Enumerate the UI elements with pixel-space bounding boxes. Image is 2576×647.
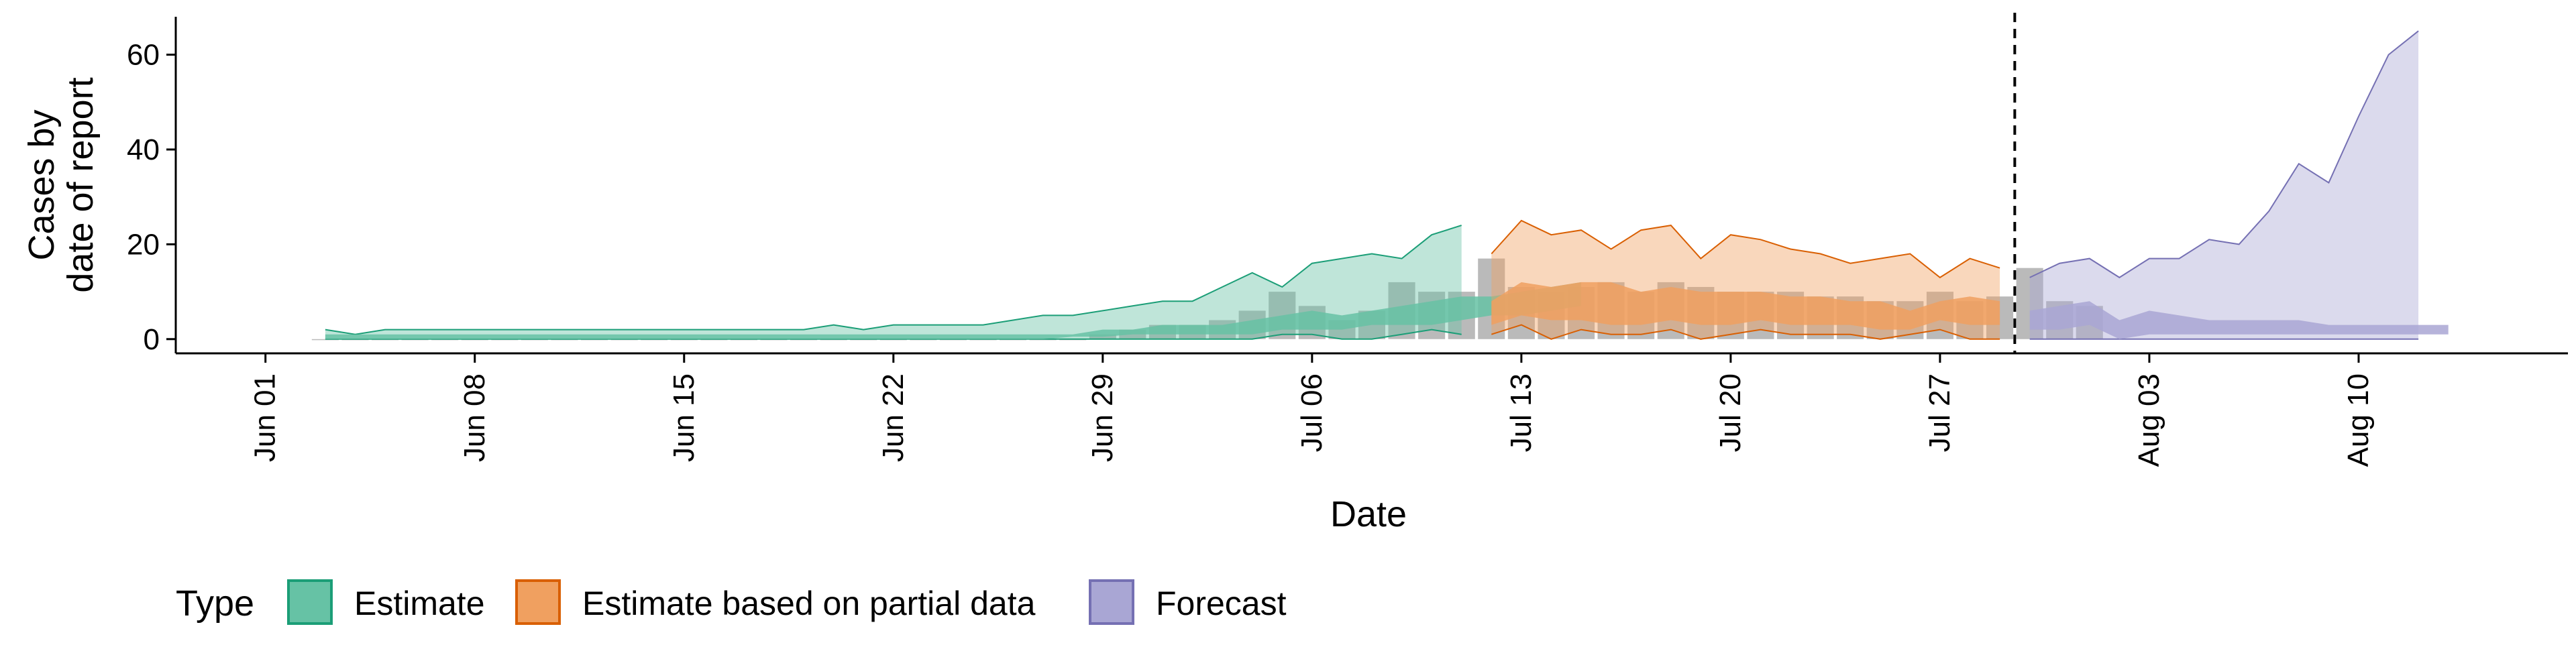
ribbons xyxy=(325,30,2449,340)
x-axis-title: Date xyxy=(1330,494,1407,534)
y-axis-title-line: Cases by xyxy=(21,109,62,260)
x-tick-label: Jun 29 xyxy=(1086,373,1119,462)
x-tick-label: Jul 27 xyxy=(1923,373,1956,452)
x-tick-label: Jun 15 xyxy=(667,373,700,462)
legend-swatch-estimate-based-on-partial-data xyxy=(515,579,561,625)
y-tick-label: 20 xyxy=(127,228,160,261)
legend-title: Type xyxy=(176,583,254,624)
estimate-based-on-partial-data-50-band xyxy=(1491,282,2000,330)
legend-swatch-forecast xyxy=(1089,579,1134,625)
x-tick-label: Jul 20 xyxy=(1714,373,1747,452)
estimate-90-band xyxy=(325,225,1462,339)
legend-label-estimate: Estimate xyxy=(354,585,485,622)
x-tick-label: Jul 13 xyxy=(1505,373,1538,452)
y-axis-title: Cases bydate of report xyxy=(21,77,101,292)
x-tick-label: Aug 10 xyxy=(2342,373,2375,467)
forecast-50-band xyxy=(2029,301,2449,339)
legend-swatch-estimate xyxy=(287,579,333,625)
estimate-based-on-partial-data-90-upper-line xyxy=(1491,219,2000,279)
x-tick-label: Jun 08 xyxy=(458,373,491,462)
x-tick-label: Jun 22 xyxy=(877,373,910,462)
x-tick-label: Aug 03 xyxy=(2133,373,2165,467)
estimate-50-band xyxy=(325,282,1581,339)
estimate-based-on-partial-data-90-lower-line xyxy=(1491,324,2000,340)
y-axis-title-line: date of report xyxy=(60,77,101,292)
y-tick-label: 40 xyxy=(127,133,160,166)
y-tick-label: 0 xyxy=(144,323,160,356)
x-tick-label: Jul 06 xyxy=(1295,373,1328,452)
reported-cases-bar xyxy=(311,339,339,341)
y-tick-label: 60 xyxy=(127,39,160,72)
forecast-90-band xyxy=(2029,31,2419,339)
legend-label-estimate-based-on-partial-data: Estimate based on partial data xyxy=(582,585,1036,622)
legend: Type Estimate Estimate based on partial da… xyxy=(176,579,1287,625)
legend-label-forecast: Forecast xyxy=(1156,585,1287,622)
axes: 0 20 40 60 Jun 01 Jun 08 Jun 15 Jun 22 Jun 29 Jul… xyxy=(21,17,2568,534)
x-tick-label: Jun 01 xyxy=(249,373,282,462)
estimate-90-upper-line xyxy=(325,225,1462,335)
forecast-90-upper-line xyxy=(2029,30,2419,279)
